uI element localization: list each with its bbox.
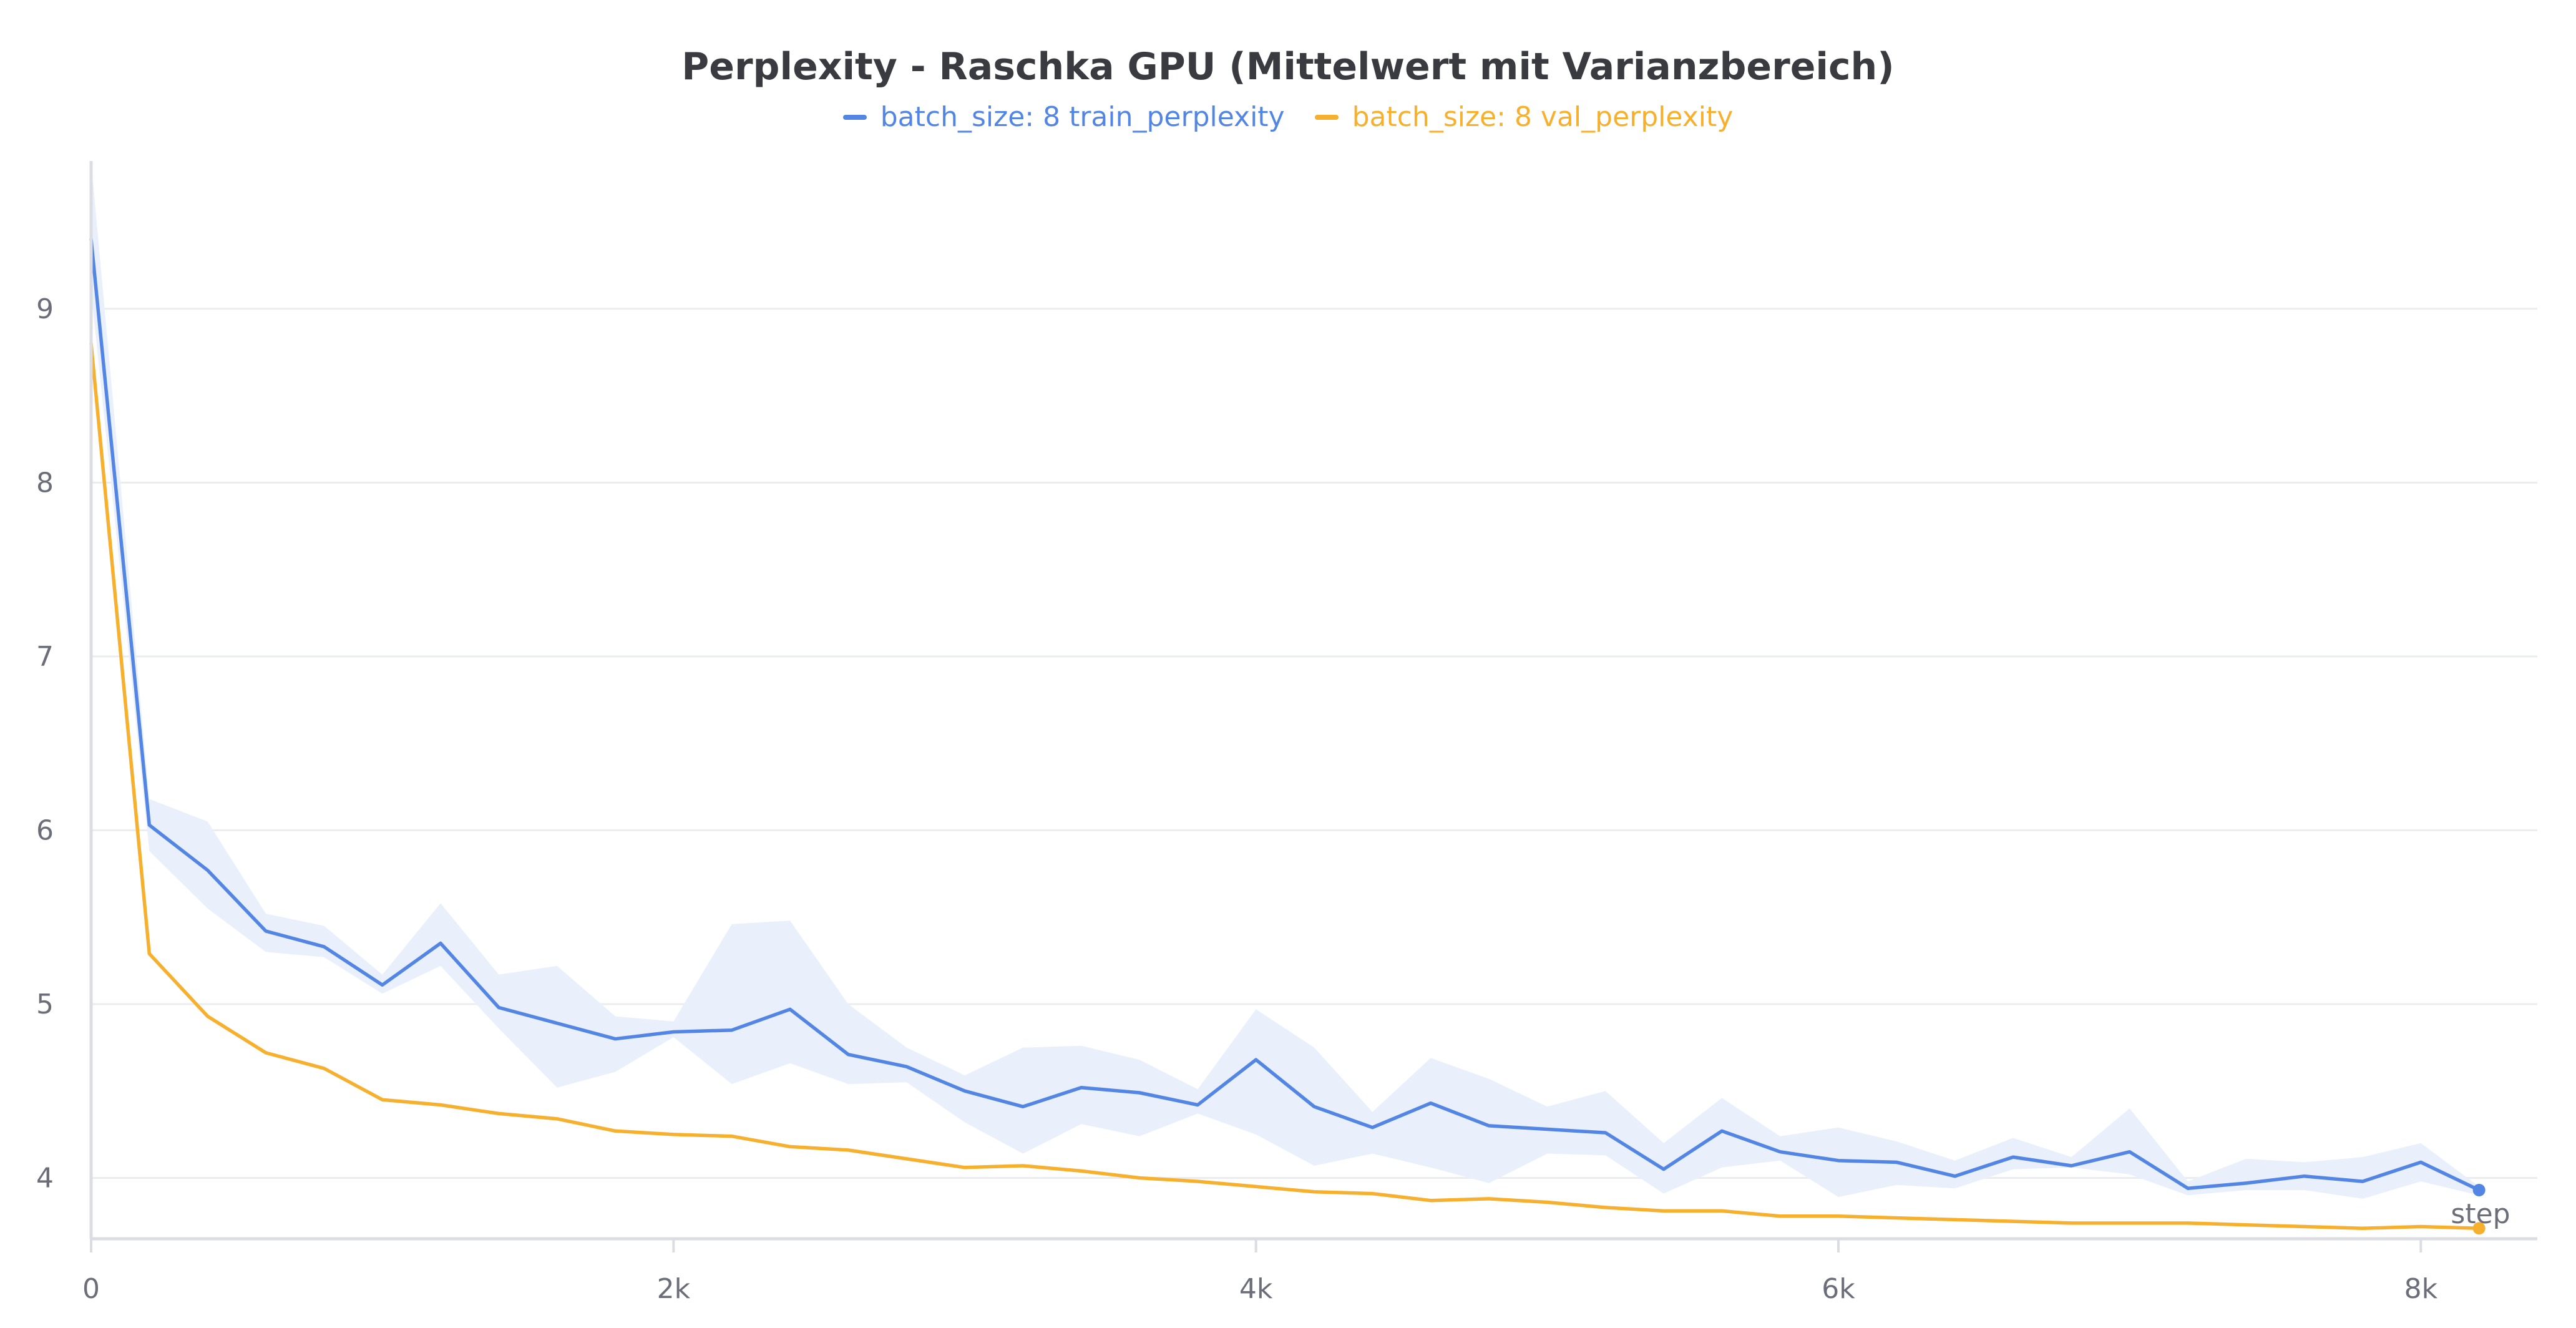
series-line-val[interactable] — [89, 341, 2481, 1231]
legend-item-val[interactable]: batch_size: 8 val_perplexity — [1314, 101, 1734, 133]
series-line-layer — [89, 237, 2481, 1231]
legend: batch_size: 8 train_perplexity batch_siz… — [0, 101, 2576, 133]
x-tick-label: 0 — [82, 1273, 100, 1305]
legend-swatch-val — [1314, 114, 1339, 120]
y-tick-label: 7 — [36, 641, 54, 673]
y-tick-label: 8 — [36, 467, 54, 499]
endpoint-marker-val[interactable] — [2472, 1222, 2486, 1235]
y-tick-label: 9 — [36, 293, 54, 325]
y-tick-label: 4 — [36, 1163, 54, 1194]
series-line-train[interactable] — [89, 237, 2481, 1192]
legend-item-train[interactable]: batch_size: 8 train_perplexity — [842, 101, 1285, 133]
chart-title: Perplexity - Raschka GPU (Mittelwert mit… — [681, 45, 1895, 89]
x-tick-label: 2k — [657, 1273, 691, 1305]
x-axis-title: step — [2451, 1198, 2510, 1230]
axis-layer — [89, 161, 2537, 1252]
legend-label-train: batch_size: 8 train_perplexity — [880, 101, 1285, 133]
x-tick-label: 6k — [1822, 1273, 1855, 1305]
y-tick-label: 6 — [36, 814, 54, 846]
endpoint-marker-train[interactable] — [2472, 1184, 2486, 1197]
endpoint-marker-layer — [2472, 1184, 2486, 1235]
variance-band-layer — [91, 161, 2479, 1199]
x-tick-label: 8k — [2404, 1273, 2438, 1305]
y-tick-label: 5 — [36, 989, 54, 1020]
tick-label-layer: 4 5 6 7 8 9 0 2k 4k 6k 8k — [36, 293, 2438, 1305]
legend-swatch-train — [842, 114, 867, 120]
grid-layer — [91, 308, 2537, 1179]
variance-band-train — [91, 161, 2479, 1199]
x-tick-label: 4k — [1239, 1273, 1273, 1305]
legend-label-val: batch_size: 8 val_perplexity — [1352, 101, 1734, 133]
